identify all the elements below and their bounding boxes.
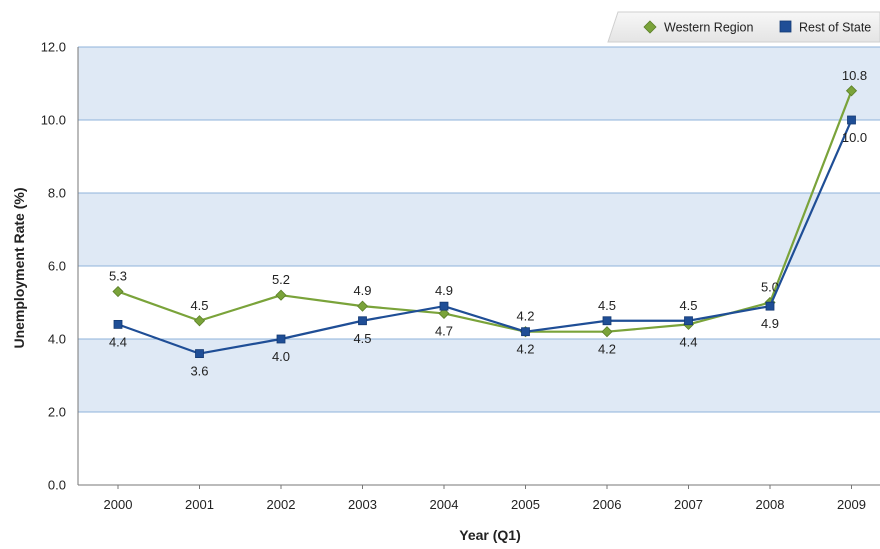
data-point: [438, 307, 450, 320]
data-point: [439, 301, 449, 311]
y-tick-label: 10.0: [41, 113, 66, 128]
x-tick-label: 2006: [593, 497, 622, 512]
data-label: 4.5: [679, 298, 697, 313]
y-tick-label: 0.0: [48, 478, 66, 493]
data-point: [193, 315, 206, 327]
legend-label-western-region: Western Region: [664, 21, 753, 35]
data-point: [358, 316, 367, 326]
legend-label-rest-of-state: Rest of State: [799, 21, 871, 35]
legend-marker-rest-of-state: [779, 20, 792, 33]
series-rest-of-state: 4.4 3.6 4.0 4.5 4.9 4.2 4.5 4.5 4.9 10.0: [109, 115, 867, 379]
data-label: 10.8: [842, 68, 867, 83]
legend-box: Western Region Rest of State: [607, 11, 880, 43]
data-label: 4.2: [598, 342, 616, 357]
series-line: [117, 119, 853, 355]
legend: Western Region Rest of State: [607, 11, 880, 43]
data-label: 5.2: [272, 272, 290, 287]
data-label: 5.3: [109, 269, 127, 284]
data-label: 4.9: [353, 283, 371, 298]
data-label: 4.4: [679, 334, 697, 349]
data-label: 4.2: [516, 309, 534, 324]
y-axis-title: Unemployment Rate (%): [11, 187, 27, 348]
data-point: [765, 301, 775, 311]
data-label: 4.4: [109, 334, 127, 349]
data-point: [602, 316, 612, 326]
data-point: [113, 319, 123, 329]
data-point: [521, 327, 530, 337]
data-label: 3.6: [190, 364, 208, 379]
y-tick-label: 6.0: [48, 259, 66, 274]
data-label: 4.9: [761, 316, 779, 331]
data-label: 5.0: [761, 280, 779, 295]
legend-background: [607, 11, 880, 43]
x-tick-label: 2009: [837, 497, 866, 512]
data-point: [356, 300, 369, 312]
series-layer: 5.3 4.5 5.2 4.9 4.7 4.2 4.2 4.4 5.0 10.8 4.4 3.6 4.0…: [109, 68, 867, 379]
data-point: [601, 326, 613, 338]
plot-band: [78, 47, 880, 120]
data-label: 4.5: [190, 298, 208, 313]
x-tick-label: 2007: [674, 497, 703, 512]
data-label: 4.0: [272, 349, 290, 364]
data-point: [845, 85, 858, 97]
plot-band: [78, 193, 880, 266]
y-tick-label: 8.0: [48, 186, 66, 201]
data-point: [195, 349, 204, 359]
axes: 0.0 2.0 4.0 6.0 8.0 10.0 12.0 2000 2001 2002 2003 2…: [41, 40, 880, 512]
data-label: 4.2: [516, 342, 534, 357]
data-label: 4.7: [435, 323, 453, 338]
x-tick-label: 2001: [185, 497, 214, 512]
data-label: 10.0: [842, 130, 867, 145]
data-point: [275, 289, 287, 301]
x-tick-label: 2005: [511, 497, 540, 512]
y-tick-label: 4.0: [48, 332, 66, 347]
x-tick-label: 2004: [430, 497, 459, 512]
y-tick-label: 2.0: [48, 405, 66, 420]
x-tick-label: 2002: [267, 497, 296, 512]
data-label: 4.5: [353, 331, 371, 346]
x-tick-label: 2000: [104, 497, 133, 512]
data-label: 4.9: [435, 283, 453, 298]
plot-background-bands: [78, 47, 880, 412]
data-point: [112, 285, 124, 298]
data-point: [684, 316, 693, 326]
x-axis-title: Year (Q1): [459, 527, 520, 543]
x-tick-label: 2003: [348, 497, 377, 512]
legend-marker-western-region: [643, 20, 657, 34]
data-point: [847, 115, 856, 125]
data-label: 4.5: [598, 298, 616, 313]
x-tick-label: 2008: [756, 497, 785, 512]
y-tick-label: 12.0: [41, 40, 66, 55]
data-point: [276, 334, 286, 344]
